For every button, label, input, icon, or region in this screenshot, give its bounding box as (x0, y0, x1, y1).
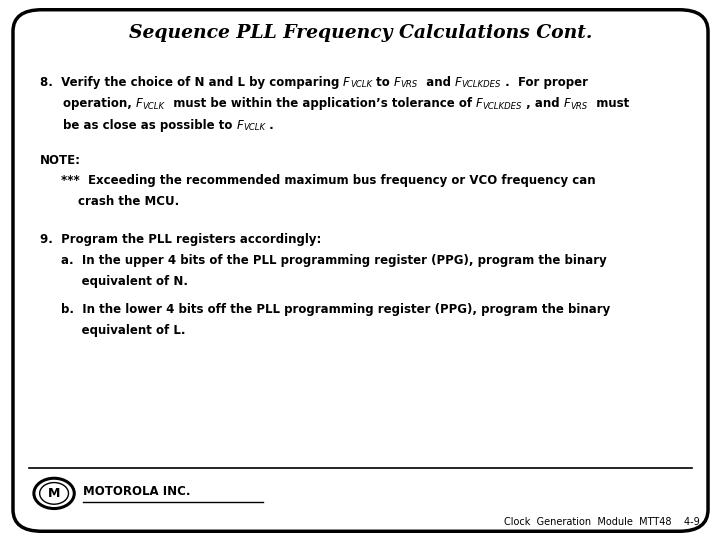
Text: 9.  Program the PLL registers accordingly:: 9. Program the PLL registers accordingly… (40, 233, 321, 246)
Text: VCLKDES: VCLKDES (461, 80, 501, 89)
Text: equivalent of L.: equivalent of L. (61, 324, 186, 337)
Circle shape (34, 478, 74, 509)
Text: VCLKDES: VCLKDES (482, 102, 522, 111)
Text: VRS: VRS (401, 80, 417, 89)
Text: M: M (48, 487, 61, 500)
Text: to: to (372, 76, 394, 89)
Text: must: must (588, 97, 629, 110)
Text: b.  In the lower 4 bits off the PLL programming register (PPG), program the bina: b. In the lower 4 bits off the PLL progr… (61, 303, 611, 316)
Text: F: F (136, 97, 143, 110)
Text: VCLK: VCLK (143, 102, 164, 111)
Text: must be within the application’s tolerance of: must be within the application’s toleran… (164, 97, 476, 110)
Text: , and: , and (522, 97, 564, 110)
Text: VCLK: VCLK (350, 80, 372, 89)
Text: and: and (417, 76, 455, 89)
Text: NOTE:: NOTE: (40, 154, 81, 167)
Text: VRS: VRS (570, 102, 588, 111)
Text: .: . (265, 119, 274, 132)
Circle shape (40, 483, 68, 504)
Text: F: F (455, 76, 461, 89)
Text: F: F (564, 97, 570, 110)
Text: .  For proper: . For proper (501, 76, 588, 89)
Text: VCLK: VCLK (243, 123, 265, 133)
Text: a.  In the upper 4 bits of the PLL programming register (PPG), program the binar: a. In the upper 4 bits of the PLL progra… (61, 254, 607, 267)
Text: 8.  Verify the choice of N and L by comparing: 8. Verify the choice of N and L by compa… (40, 76, 343, 89)
Text: be as close as possible to: be as close as possible to (63, 119, 236, 132)
Text: equivalent of N.: equivalent of N. (61, 275, 188, 288)
FancyBboxPatch shape (13, 10, 708, 531)
Text: Sequence PLL Frequency Calculations Cont.: Sequence PLL Frequency Calculations Cont… (129, 24, 592, 42)
Text: F: F (476, 97, 482, 110)
Text: F: F (394, 76, 401, 89)
Text: MOTOROLA INC.: MOTOROLA INC. (83, 485, 190, 498)
Text: F: F (343, 76, 350, 89)
Text: Clock  Generation  Module  MTT48    4-9: Clock Generation Module MTT48 4-9 (504, 518, 699, 527)
Text: operation,: operation, (63, 97, 136, 110)
Text: F: F (236, 119, 243, 132)
Text: crash the MCU.: crash the MCU. (78, 195, 179, 208)
Text: ***  Exceeding the recommended maximum bus frequency or VCO frequency can: *** Exceeding the recommended maximum bu… (61, 174, 596, 187)
